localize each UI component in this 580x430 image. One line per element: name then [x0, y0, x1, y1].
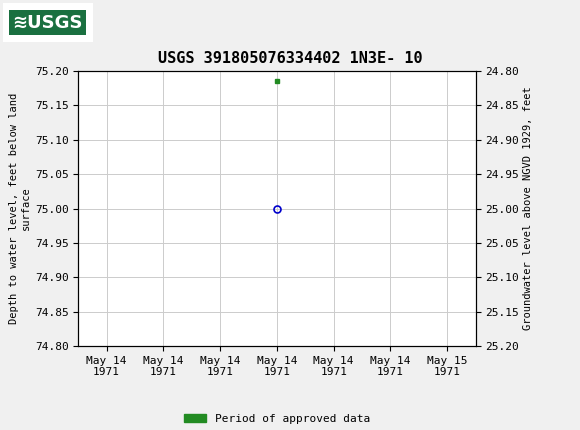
- Legend: Period of approved data: Period of approved data: [179, 410, 375, 429]
- Y-axis label: Groundwater level above NGVD 1929, feet: Groundwater level above NGVD 1929, feet: [523, 87, 533, 330]
- Y-axis label: Depth to water level, feet below land
surface: Depth to water level, feet below land su…: [9, 93, 31, 324]
- FancyBboxPatch shape: [3, 3, 93, 43]
- Text: ≋USGS: ≋USGS: [12, 14, 83, 31]
- Text: USGS 391805076334402 1N3E- 10: USGS 391805076334402 1N3E- 10: [158, 51, 422, 65]
